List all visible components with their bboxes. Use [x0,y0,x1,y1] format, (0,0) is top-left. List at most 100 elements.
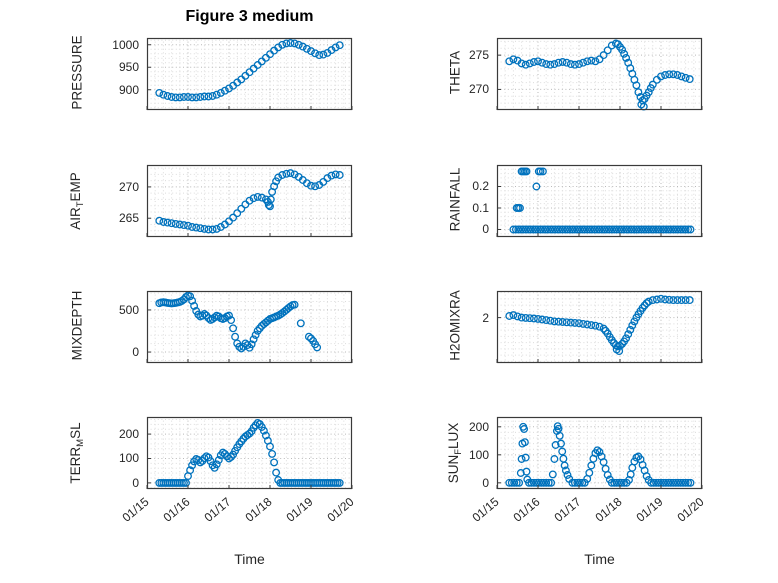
grid [147,291,352,363]
data-point-marker [319,50,328,59]
data-point-marker [544,478,553,487]
data-point-marker [617,478,626,487]
data-point-marker [628,321,637,330]
data-point-marker [237,344,246,353]
data-point-marker [188,461,197,470]
data-point-marker [302,44,311,53]
y-tick-label: 1000 [112,37,139,52]
data-point-marker [522,167,531,176]
data-point-marker [331,170,340,179]
data-point-marker [237,204,246,213]
data-point-marker [313,343,322,352]
data-point-marker [661,71,670,79]
data-point-marker [612,478,621,487]
plot-area [146,416,353,490]
data-point-marker [517,313,526,322]
tick-marks [496,54,703,110]
data-point-marker [529,314,538,323]
y-tick-label: 200 [468,419,489,434]
data-point-marker [171,93,180,102]
data-point-marker [625,225,633,234]
data-point-marker [546,225,555,234]
data-points [505,422,695,487]
data-point-marker [590,225,599,234]
data-point-marker [510,478,519,487]
data-point-marker [182,478,190,487]
data-point-marker [664,225,673,234]
y-tick-label: 100 [118,451,139,466]
data-point-marker [593,225,601,234]
data-point-marker [179,93,188,101]
data-point-marker [251,331,260,339]
y-axis-label-subscript: T [75,201,86,208]
data-point-marker [212,90,221,99]
x-tick-label: 01/15 [119,494,152,525]
data-point-marker [537,478,546,487]
data-point-marker [657,72,665,81]
data-point-marker [661,478,670,487]
data-point-marker [188,296,197,305]
data-point-marker [553,225,562,234]
axes-box [146,416,353,490]
data-point-marker [192,93,201,102]
data-point-marker [163,218,172,227]
data-point-marker [600,225,609,234]
data-points [155,39,344,102]
data-point-marker [266,442,274,451]
axes-box [146,164,353,238]
data-points [509,167,695,234]
data-point-marker [204,92,213,101]
data-point-marker [296,319,305,328]
y-tick-label: 275 [468,48,489,63]
data-point-marker [566,318,575,327]
data-point-marker [286,39,295,47]
data-point-marker [652,225,661,234]
data-point-marker [536,225,545,234]
data-point-marker [531,225,540,234]
data-point-marker [249,335,258,344]
y-axis-label: SUNFLUX [446,353,464,553]
data-point-marker [555,431,564,440]
data-point-marker [231,332,240,341]
data-point-marker [307,47,315,56]
subplot-mixdepth: 0 500 MIXDEPTH [70,291,353,364]
data-point-marker [634,225,643,234]
data-point-marker [538,167,547,176]
data-point-marker [654,478,663,487]
data-point-marker [671,225,680,234]
data-point-marker [272,468,281,477]
data-point-marker [595,448,604,456]
data-point-marker [642,225,651,234]
data-point-marker [634,88,643,97]
data-point-marker [573,225,582,234]
data-point-marker [580,478,589,487]
data-point-marker [637,225,646,234]
data-point-marker [272,177,281,186]
data-point-marker [561,225,570,234]
y-axis-label-text: SUN [446,454,461,484]
data-point-marker [666,225,675,234]
data-point-marker [186,466,195,475]
data-point-marker [521,453,530,462]
data-point-marker [620,225,629,234]
data-point-marker [509,311,518,320]
data-point-marker [257,193,266,202]
data-point-marker [610,225,619,234]
grid [147,417,352,489]
plot-area [496,164,703,238]
data-point-marker [550,455,559,463]
y-axis-label-subscript: M [75,438,86,447]
data-point-marker [616,341,624,350]
data-point-marker [517,455,526,463]
data-point-marker [235,342,244,351]
data-point-marker [208,92,217,100]
y-tick-label: 100 [468,447,489,462]
data-point-marker [587,461,596,470]
data-point-marker [206,457,215,466]
data-point-marker [595,55,604,64]
data-point-marker [212,224,221,233]
data-point-marker [184,221,192,230]
data-point-marker [525,59,534,68]
data-point-marker [550,60,559,69]
data-point-marker [579,58,588,67]
